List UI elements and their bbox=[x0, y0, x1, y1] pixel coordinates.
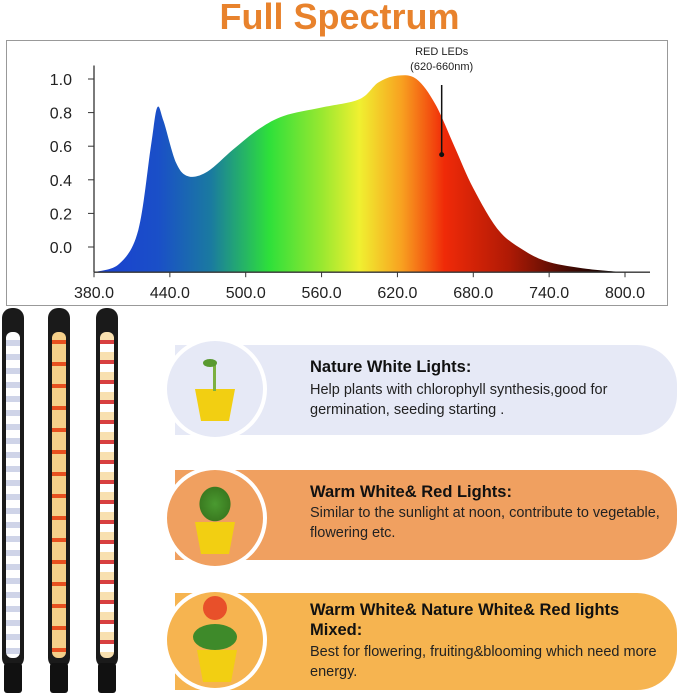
page-title: Full Spectrum bbox=[219, 0, 460, 37]
x-tick-label: 380.0 bbox=[74, 285, 114, 302]
y-tick-label: 0.4 bbox=[50, 173, 72, 190]
panel-3-body: Best for flowering, fruiting&blooming wh… bbox=[310, 644, 657, 680]
y-tick-label: 0.0 bbox=[50, 240, 72, 257]
pepper-plant-pot-icon bbox=[163, 466, 267, 570]
seedling-pot-icon bbox=[163, 337, 267, 441]
panel-1-body: Help plants with chlorophyll synthesis,g… bbox=[310, 382, 608, 418]
mixed-led-grow-bar bbox=[96, 308, 118, 693]
y-tick-label: 1.0 bbox=[50, 72, 72, 89]
panel-1-title: Nature White Lights: bbox=[310, 358, 472, 376]
y-tick-label: 0.2 bbox=[50, 206, 72, 223]
annotation-label-line1: RED LEDs bbox=[415, 46, 469, 58]
warm-red-led-grow-bar bbox=[48, 308, 70, 693]
x-tick-label: 500.0 bbox=[226, 285, 266, 302]
spectrum-chart-frame bbox=[6, 40, 668, 306]
x-tick-label: 740.0 bbox=[529, 285, 569, 302]
x-tick-label: 800.0 bbox=[605, 285, 645, 302]
annotation-label-line2: (620-660nm) bbox=[410, 61, 473, 73]
spectrum-chart: 380.0 440.0 500.0 560.0 620.0 680.0 740.0 800.0… bbox=[50, 46, 650, 302]
y-tick-label: 0.8 bbox=[50, 106, 72, 123]
flower-pot-icon bbox=[163, 588, 267, 692]
x-tick-label: 440.0 bbox=[150, 285, 190, 302]
spectrum-area bbox=[94, 75, 625, 273]
y-tick-label: 0.6 bbox=[50, 139, 72, 156]
annotation-dot bbox=[439, 152, 445, 158]
x-tick-label: 620.0 bbox=[377, 285, 417, 302]
x-tick-label: 680.0 bbox=[453, 285, 493, 302]
x-tick-label: 560.0 bbox=[302, 285, 342, 302]
panel-2-body: Similar to the sunlight at noon, contrib… bbox=[310, 505, 660, 541]
panel-2-title: Warm White& Red Lights: bbox=[310, 483, 512, 501]
white-led-grow-bar bbox=[2, 308, 24, 693]
panel-3-title: Warm White& Nature White& Red lights Mix… bbox=[310, 601, 620, 639]
